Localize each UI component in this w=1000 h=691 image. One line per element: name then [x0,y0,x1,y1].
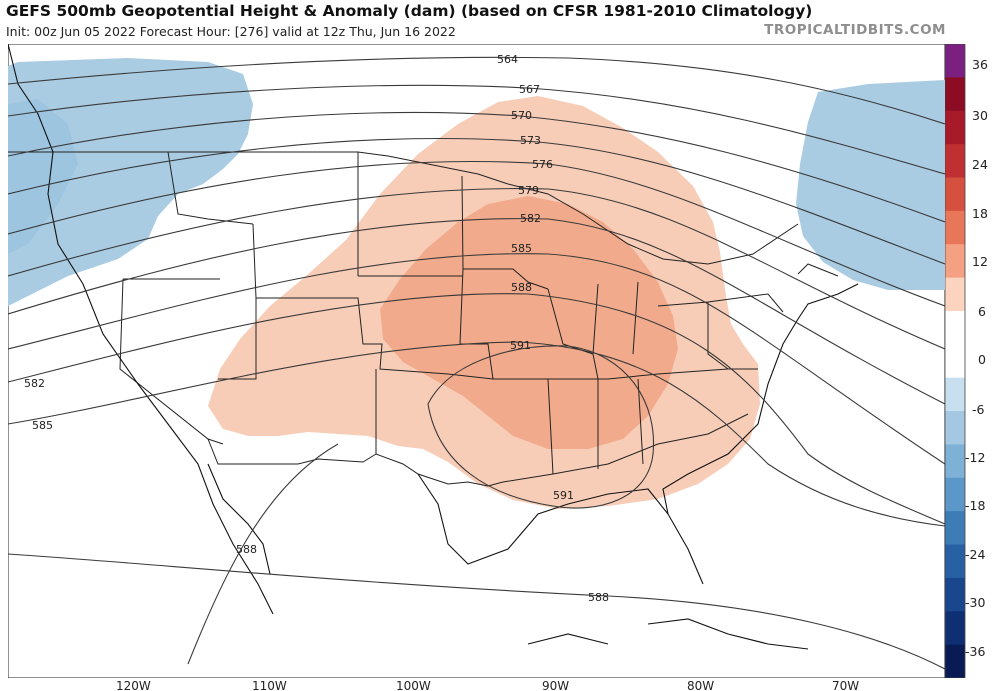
contour-label: 582 [24,377,45,390]
contour-label: 570 [511,109,532,122]
contour-label: 579 [518,184,539,197]
colorbar-swatch [945,444,965,479]
contour-label: 588 [588,591,609,604]
colorbar-swatch [945,110,965,145]
longitude-label: 90W [542,679,569,691]
coastlines [8,44,859,650]
colorbar-swatch [945,177,965,212]
colorbar-label: 24 [972,157,988,172]
contour-label: 582 [520,212,541,225]
brand-logo-text: TROPICALTIDBITS.COM [764,22,946,38]
longitude-label: 100W [396,679,431,691]
colorbar-label: 36 [972,57,988,72]
colorbar-swatch [945,611,965,646]
colorbar-swatch [945,544,965,579]
colorbar-labels: 36 30 24 18 12 6 0 -6 -12 -18 -24 -30 -3… [965,57,988,659]
colorbar-swatch [945,77,965,112]
colorbar-swatch [945,477,965,512]
colorbar-swatch [945,344,965,379]
contour-label: 588 [236,543,257,556]
colorbar-label: 18 [972,206,988,221]
colorbar-label: -18 [965,498,985,513]
longitude-label: 120W [116,679,151,691]
colorbar-swatch [945,644,965,678]
map-subtitle: Init: 00z Jun 05 2022 Forecast Hour: [27… [6,24,456,39]
longitude-label: 70W [832,679,859,691]
map-panel: 564 567 570 573 576 579 582 585 588 591 … [8,44,945,678]
contour-label: 591 [510,339,531,352]
contour-label: 585 [511,242,532,255]
colorbar-label: 12 [972,254,988,269]
contour-label: 567 [519,83,540,96]
colorbar-swatch [945,411,965,445]
colorbar-border [945,44,966,678]
contour-label: 588 [511,281,532,294]
colorbar-label: -24 [965,547,985,562]
positive-anomaly-mid [380,196,678,449]
longitude-label: 80W [687,679,714,691]
colorbar-label: -12 [965,450,985,465]
colorbar-swatch [945,577,965,612]
colorbar-label: 0 [978,352,986,367]
longitude-axis: 120W 110W 100W 90W 80W 70W [116,679,859,691]
colorbar-label: -6 [972,402,985,417]
political-borders [8,151,839,487]
colorbar-swatch [945,44,965,78]
negative-anomaly-northwest [8,58,253,306]
colorbar-swatch [945,310,965,345]
contour-label: 585 [32,419,53,432]
colorbar-swatch [945,277,965,312]
colorbar-swatch [945,244,965,279]
anomaly-colorbar: 36 30 24 18 12 6 0 -6 -12 -18 -24 -30 -3… [945,44,988,678]
contour-label: 576 [532,158,553,171]
contour-label: 564 [497,53,518,66]
map-title: GEFS 500mb Geopotential Height & Anomaly… [6,2,813,20]
contour-labels: 564 567 570 573 576 579 582 585 588 591 … [24,53,609,604]
colorbar-swatches [945,44,966,678]
colorbar-label: -36 [965,644,985,659]
height-contours [8,56,945,670]
colorbar-swatch [945,210,965,245]
contour-label: 591 [553,489,574,502]
colorbar-label: -30 [965,595,985,610]
colorbar-label: 30 [972,108,988,123]
longitude-label: 110W [252,679,287,691]
colorbar-swatch [945,377,965,412]
negative-anomaly-northwest-core [8,99,78,254]
colorbar-swatch [945,144,965,178]
negative-anomaly-northeast [796,80,945,290]
colorbar-swatch [945,511,965,546]
contour-label: 573 [520,134,541,147]
colorbar-label: 6 [978,304,986,319]
